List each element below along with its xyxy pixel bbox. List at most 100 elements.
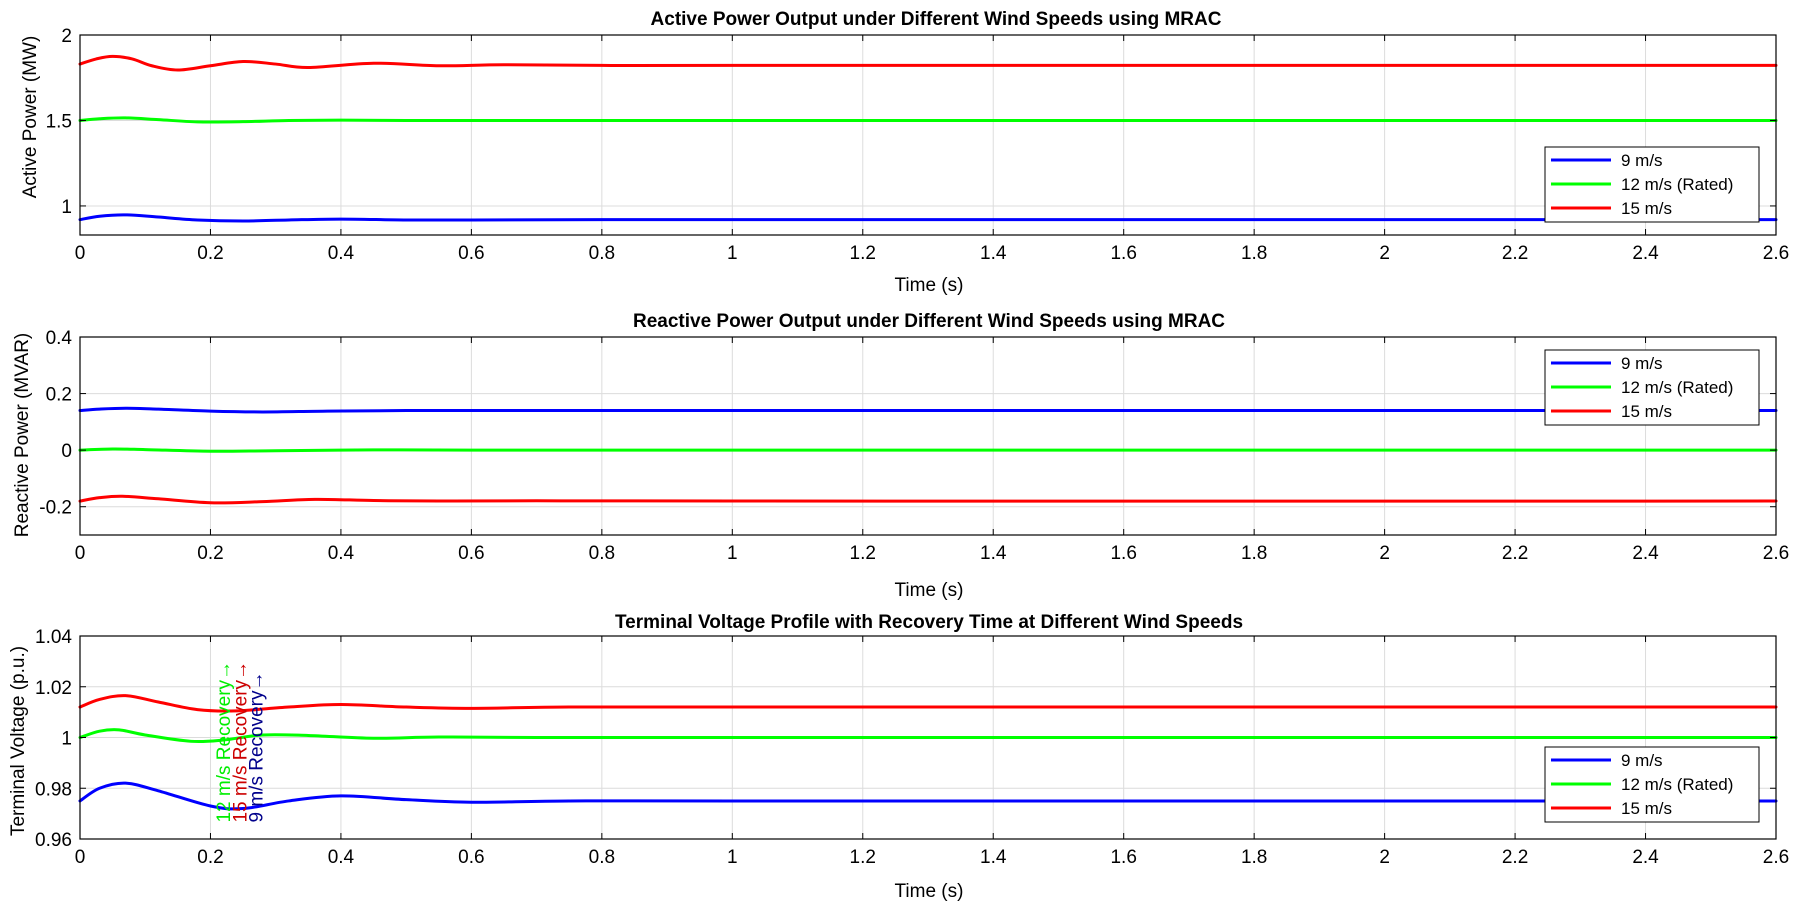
x-tick-label: 0.6 xyxy=(458,847,484,868)
y-tick-label: 0.2 xyxy=(46,385,72,406)
y-tick-label: 1.02 xyxy=(35,678,72,699)
x-tick-label: 2.6 xyxy=(1763,543,1789,564)
x-tick-label: 0.2 xyxy=(197,243,223,264)
x-tick-label: 2.2 xyxy=(1502,543,1528,564)
chart-title: Reactive Power Output under Different Wi… xyxy=(633,311,1225,332)
x-tick-label: 1.8 xyxy=(1241,847,1267,868)
x-tick-label: 0.8 xyxy=(589,543,615,564)
series-lines xyxy=(78,54,1778,223)
x-tick-label: 0.2 xyxy=(197,543,223,564)
x-tick-label: 1.2 xyxy=(850,243,876,264)
legend: 9 m/s 12 m/s (Rated) 15 m/s xyxy=(1544,349,1760,426)
legend-label: 15 m/s xyxy=(1621,799,1672,818)
x-tick-label: 1.6 xyxy=(1110,847,1136,868)
x-tick-label: 0.8 xyxy=(589,243,615,264)
x-axis-label: Time (s) xyxy=(895,275,964,296)
x-tick-label: 1.8 xyxy=(1241,243,1267,264)
recovery-annotation: 12 m/s Recovery→ xyxy=(214,661,235,823)
reactive-power-panel: Reactive Power Output under Different Wi… xyxy=(12,311,1789,601)
y-tick-label: 0.96 xyxy=(35,830,72,851)
x-tick-label: 1 xyxy=(727,847,738,868)
series-line-12-m-s-rated xyxy=(78,728,1778,744)
series-line-12-m-s-rated xyxy=(78,447,1778,453)
series-line-15-m-s xyxy=(78,494,1778,505)
x-tick-label: 2.4 xyxy=(1632,847,1659,868)
x-tick-label: 1.4 xyxy=(980,543,1007,564)
y-axis-label: Reactive Power (MVAR) xyxy=(12,333,33,537)
legend-label: 12 m/s (Rated) xyxy=(1621,175,1733,194)
recovery-annotation: 9 m/s Recovery→ xyxy=(247,672,268,823)
x-axis-label: Time (s) xyxy=(895,580,964,601)
y-axis-label: Active Power (MW) xyxy=(20,36,41,199)
x-tick-label: 0.4 xyxy=(328,847,355,868)
series-line-9-m-s xyxy=(78,213,1778,223)
legend-label: 15 m/s xyxy=(1621,402,1672,421)
y-axis-label: Terminal Voltage (p.u.) xyxy=(8,646,29,836)
x-tick-label: 0.6 xyxy=(458,543,484,564)
plot-area-frame xyxy=(79,34,1777,236)
x-tick-label: 0.6 xyxy=(458,243,484,264)
y-tick-label: 0.4 xyxy=(46,328,73,349)
recovery-annotations: 12 m/s Recovery→15 m/s Recovery→9 m/s Re… xyxy=(214,661,268,823)
x-tick-label: 2 xyxy=(1379,847,1390,868)
y-tick-label: 1 xyxy=(61,729,72,750)
x-tick-label: 2.4 xyxy=(1632,543,1659,564)
x-tick-label: 0.8 xyxy=(589,847,615,868)
x-tick-label: 2.6 xyxy=(1763,243,1789,264)
recovery-annotation: 15 m/s Recovery→ xyxy=(230,661,251,823)
x-tick-label: 1.2 xyxy=(850,543,876,564)
tick-labels: 0 0.2 0.4 0.6 0.8 1 1.2 1.4 1.6 1.8 2 2.2 2.4 2.6 1 1.5… xyxy=(46,26,1790,264)
chart-title: Active Power Output under Different Wind… xyxy=(651,9,1222,30)
y-tick-label: 2 xyxy=(61,26,72,47)
x-axis-label: Time (s) xyxy=(895,881,964,902)
legend-label: 12 m/s (Rated) xyxy=(1621,775,1733,794)
x-tick-label: 0 xyxy=(75,243,86,264)
legend-label: 9 m/s xyxy=(1621,151,1663,170)
y-tick-label: 1.5 xyxy=(46,111,72,132)
active-power-panel: Active Power Output under Different Wind… xyxy=(20,9,1789,296)
y-tick-label: -0.2 xyxy=(39,498,72,519)
tick-labels: 0 0.2 0.4 0.6 0.8 1 1.2 1.4 1.6 1.8 2 2.2 2.4 2.6 0.96… xyxy=(35,627,1789,868)
x-tick-label: 1.4 xyxy=(980,243,1007,264)
series-line-15-m-s xyxy=(78,54,1778,72)
x-tick-label: 1.6 xyxy=(1110,543,1136,564)
legend-label: 9 m/s xyxy=(1621,751,1663,770)
x-tick-label: 0.4 xyxy=(328,243,355,264)
chart-title: Terminal Voltage Profile with Recovery T… xyxy=(615,612,1243,633)
y-tick-label: 0.98 xyxy=(35,779,72,800)
legend-label: 9 m/s xyxy=(1621,354,1663,373)
x-tick-label: 2 xyxy=(1379,243,1390,264)
x-tick-label: 1.8 xyxy=(1241,543,1267,564)
legend-label: 15 m/s xyxy=(1621,199,1672,218)
series-line-9-m-s xyxy=(78,406,1778,414)
legend-label: 12 m/s (Rated) xyxy=(1621,378,1733,397)
y-tick-label: 0 xyxy=(61,441,72,462)
y-tick-label: 1.04 xyxy=(35,627,72,648)
x-tick-label: 0 xyxy=(75,847,86,868)
x-tick-label: 1.2 xyxy=(850,847,876,868)
x-tick-label: 2.2 xyxy=(1502,847,1528,868)
x-tick-label: 0.2 xyxy=(197,847,223,868)
x-tick-label: 1 xyxy=(727,243,738,264)
x-tick-label: 2 xyxy=(1379,543,1390,564)
series-line-15-m-s xyxy=(78,694,1778,713)
x-tick-label: 2.2 xyxy=(1502,243,1528,264)
x-tick-label: 2.6 xyxy=(1763,847,1789,868)
x-tick-label: 2.4 xyxy=(1632,243,1659,264)
x-tick-label: 1 xyxy=(727,543,738,564)
x-tick-label: 1.4 xyxy=(980,847,1007,868)
legend: 9 m/s 12 m/s (Rated) 15 m/s xyxy=(1544,146,1760,223)
series-line-12-m-s-rated xyxy=(78,116,1778,124)
y-tick-label: 1 xyxy=(61,197,72,218)
x-tick-label: 0 xyxy=(75,543,86,564)
series-lines xyxy=(78,694,1778,811)
terminal-voltage-panel: Terminal Voltage Profile with Recovery T… xyxy=(8,612,1789,902)
tick-labels: 0 0.2 0.4 0.6 0.8 1 1.2 1.4 1.6 1.8 2 2.2 2.4 2.6 -0.2… xyxy=(39,328,1789,564)
legend: 9 m/s 12 m/s (Rated) 15 m/s xyxy=(1544,746,1760,823)
x-tick-label: 0.4 xyxy=(328,543,355,564)
series-line-9-m-s xyxy=(78,781,1778,811)
x-tick-label: 1.6 xyxy=(1110,243,1136,264)
plot-area-frame xyxy=(79,336,1777,536)
